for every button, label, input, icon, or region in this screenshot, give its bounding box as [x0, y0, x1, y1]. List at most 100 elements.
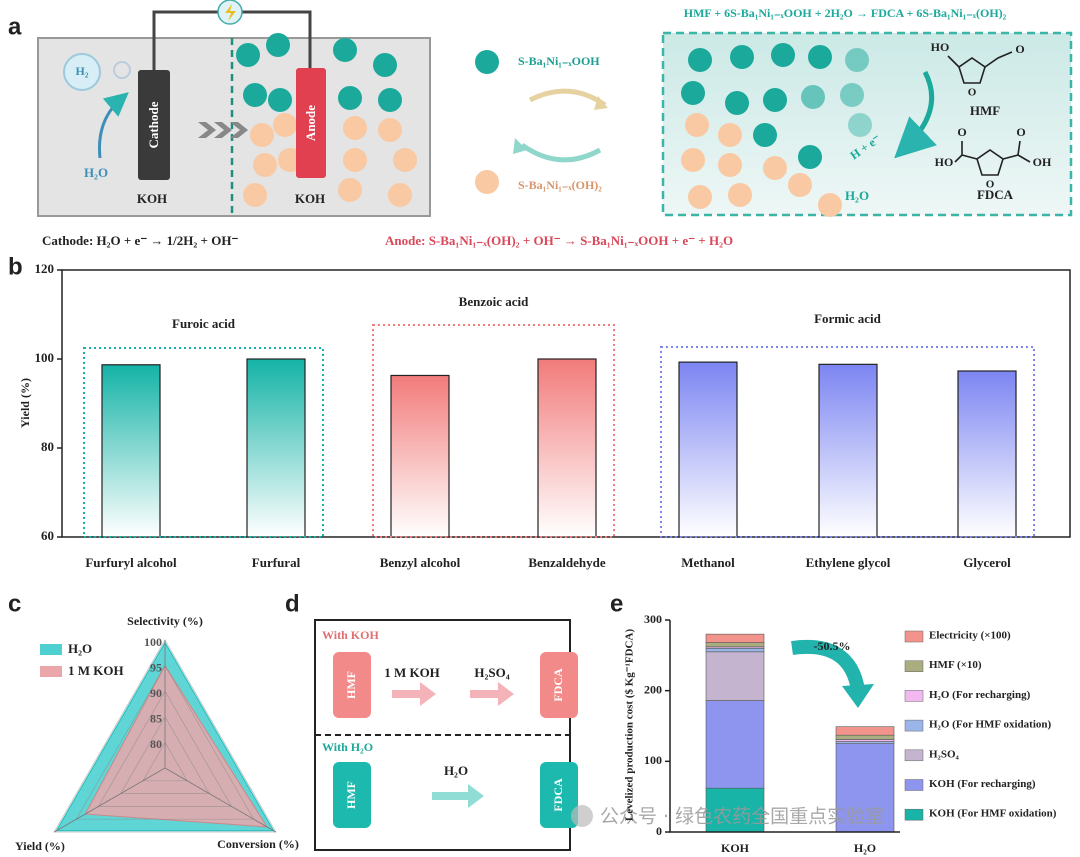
group-box	[83, 347, 324, 538]
dot	[681, 148, 705, 172]
dot	[818, 193, 842, 217]
dot	[378, 118, 402, 142]
legend-label: Electricity (×100)	[929, 630, 1011, 642]
y-axis-label: Levelized production cost ($ Kg⁻¹FDCA)	[624, 629, 636, 822]
dot	[393, 148, 417, 172]
bar	[101, 364, 161, 538]
panel-label: e	[610, 590, 623, 617]
bar	[678, 361, 738, 538]
species-label: S-Ba₁Ni₁₋ₓ(OH)₂	[518, 178, 602, 192]
watermark: 公众号 · 绿色农药全国重点实验室	[600, 806, 884, 828]
dot	[343, 148, 367, 172]
node	[333, 762, 371, 828]
electrolyte: KOH	[137, 191, 167, 206]
h2o-label: H₂O	[845, 188, 869, 203]
group-label: Formic acid	[814, 311, 882, 326]
bar	[818, 363, 878, 538]
group-label: Furoic acid	[172, 316, 236, 331]
dot	[788, 173, 812, 197]
y-tick-label: 100	[35, 350, 55, 365]
legend-label: H₂O (For HMF oxidation)	[929, 719, 1051, 731]
grid-ring	[142, 741, 188, 782]
y-tick-label: 200	[644, 682, 662, 696]
grid-ring	[75, 664, 255, 820]
radar-area	[84, 664, 268, 828]
step-label: H₂SO₄	[474, 665, 509, 680]
arrow	[432, 784, 484, 808]
cathode	[138, 70, 170, 180]
legend-swatch	[904, 690, 924, 702]
dot	[338, 86, 362, 110]
bar-segment	[705, 787, 765, 833]
bar	[390, 374, 450, 538]
y-axis-label: Yield (%)	[18, 378, 32, 428]
dot	[771, 43, 795, 67]
legend-label: KOH (For HMF oxidation)	[929, 808, 1057, 820]
r-tick-label: 90	[150, 686, 162, 700]
y-tick-label: 0	[656, 824, 662, 838]
arrow	[97, 92, 129, 159]
dot	[243, 83, 267, 107]
bonds	[947, 51, 1013, 68]
node-label: FDCA	[551, 668, 565, 702]
group-box	[372, 324, 615, 538]
panel-a: a Cathode Anode H₂ H₂O KOH KOH S-Ba₁Ni₁₋…	[8, 0, 1073, 248]
r-tick-label: 85	[150, 712, 162, 726]
legend-label: 1 M KOH	[68, 663, 124, 678]
dot	[250, 123, 274, 147]
spoke	[53, 767, 166, 833]
bar-segment	[835, 734, 895, 740]
dot	[848, 113, 872, 137]
step-label: H₂O	[444, 763, 468, 778]
axis-label: Selectivity (%)	[127, 614, 203, 628]
dot	[266, 33, 290, 57]
dot	[725, 91, 749, 115]
dot	[343, 116, 367, 140]
legend-swatch	[40, 644, 62, 655]
dot	[253, 153, 277, 177]
node	[333, 652, 371, 718]
hmf-label: HMF	[970, 103, 1000, 118]
y-tick-label: 120	[35, 261, 55, 276]
reduction-arrow	[791, 639, 865, 692]
annotation: -50.5%	[814, 639, 851, 653]
bar-segment	[835, 741, 895, 744]
legend-label: H₂O	[68, 641, 92, 656]
bubble	[113, 61, 131, 79]
route-title: With H₂O	[322, 740, 373, 754]
dot	[681, 81, 705, 105]
arrow	[894, 70, 937, 159]
bar-segment	[705, 651, 765, 701]
dot	[763, 156, 787, 180]
cathode-label: Cathode	[146, 101, 161, 148]
legend-swatch	[904, 749, 924, 762]
legend-label: HMF (×10)	[929, 659, 982, 671]
fdca-label: FDCA	[977, 187, 1014, 202]
dot	[268, 88, 292, 112]
dot	[243, 183, 267, 207]
atom: O	[1015, 42, 1024, 56]
atom: O	[986, 179, 995, 191]
bar	[957, 370, 1017, 538]
dot	[373, 53, 397, 77]
r-tick-label: 100	[144, 635, 162, 649]
grid-ring	[120, 716, 210, 794]
r-tick-label: 80	[150, 737, 162, 751]
dot	[273, 113, 297, 137]
anode-label: Anode	[303, 105, 318, 141]
legend-swatch	[904, 808, 924, 821]
legend-swatch	[40, 666, 62, 677]
panel-label: a	[8, 13, 22, 40]
species	[475, 170, 499, 194]
reduction-arrow	[842, 684, 874, 708]
x-tick-label: Benzyl alcohol	[380, 555, 461, 570]
bar-segment	[835, 739, 895, 742]
axis-label: Yield (%)	[15, 839, 65, 853]
y-tick-label: 60	[41, 528, 54, 543]
dot	[840, 83, 864, 107]
bar-segment	[705, 700, 765, 789]
x-tick-label: Furfural	[252, 555, 301, 570]
panel-d: d With KOH HMF FDCA 1 M KOH H₂SO₄ With H…	[285, 590, 578, 851]
dot	[718, 153, 742, 177]
bar-segment	[705, 633, 765, 643]
